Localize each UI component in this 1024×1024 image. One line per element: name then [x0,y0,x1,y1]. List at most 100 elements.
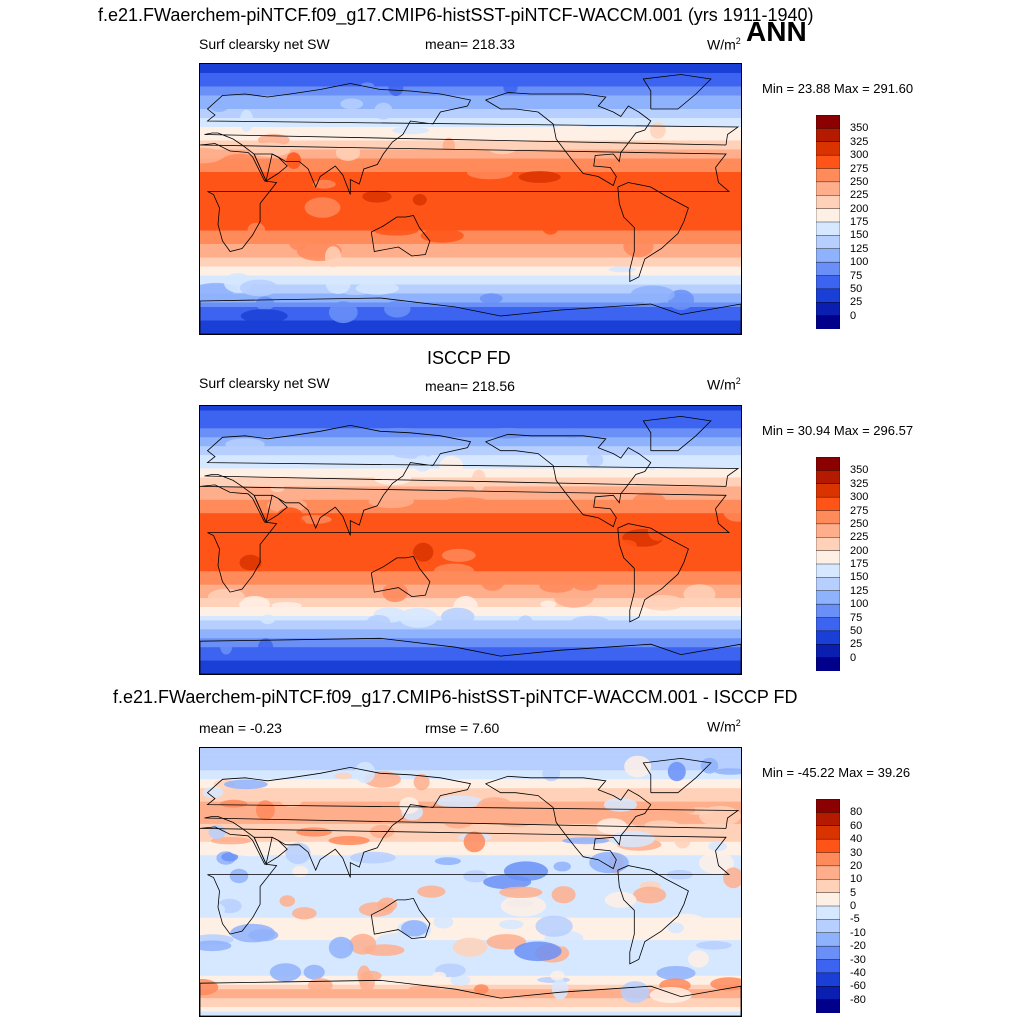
colorbar-tick-label: 200 [850,202,869,215]
field-patch [683,584,716,605]
zonal-band [200,864,741,870]
zonal-band [200,68,741,74]
field-patch [433,563,475,579]
zonal-band [200,589,741,595]
field-patch [280,792,303,807]
field-patch [571,615,609,627]
field-patch [269,963,302,982]
colorbar-tick-label: 125 [850,584,869,597]
field-patch [649,987,692,1003]
field-patch [633,886,667,904]
zonal-band [200,513,741,519]
colorbar-swatch [816,141,840,156]
field-patch [205,535,242,551]
zonal-band [200,122,741,128]
zonal-band [200,926,741,932]
field-patch [612,539,637,551]
zonal-band [200,526,741,532]
panel-2-minmax: Min = 30.94 Max = 296.57 [762,423,914,438]
zonal-band [200,633,741,639]
field-patch [503,81,518,95]
coastline [485,92,652,187]
field-patch [292,865,309,878]
field-patch [239,554,262,571]
zonal-band [200,504,741,510]
zonal-band [200,140,741,146]
field-patch [463,870,488,883]
field-patch [221,153,259,168]
zonal-band [200,437,741,443]
colorbar-tick-label: -40 [850,966,866,979]
coastline [200,979,741,1016]
field-patch [432,971,447,981]
zonal-band [200,810,741,816]
coastline [617,865,689,965]
colorbar-swatch [816,972,840,987]
zonal-band [200,149,741,155]
panel-3-units: W/m2 [707,718,741,735]
field-patch [696,941,732,950]
zonal-band [200,486,741,492]
field-patch [401,920,428,937]
field-patch [579,802,597,813]
colorbar-tick-label: -5 [850,913,860,926]
coastline [253,836,288,865]
field-patch [500,895,547,917]
zonal-band [200,154,741,160]
colorbar-tick-label: 325 [850,477,869,490]
field-patch [695,216,722,223]
zonal-band [200,642,741,648]
field-patch [479,293,503,304]
field-patch [328,835,370,846]
field-patch [239,279,279,297]
zonal-band [200,77,741,83]
colorbar-swatch [816,644,840,659]
field-patch [632,492,666,511]
field-patch [700,757,719,774]
panel-2-units: W/m2 [707,376,741,393]
zonal-band [200,262,741,268]
colorbar-tick-label: 25 [850,638,863,651]
zonal-band [200,971,741,977]
colorbar-swatch [816,590,840,605]
map-field-2 [200,406,741,674]
field-patch [399,797,419,814]
coastline [485,433,652,528]
field-patch [644,820,680,830]
zonal-band [200,239,741,245]
field-patch [575,179,618,196]
field-patch [609,830,655,848]
zonal-band [200,557,741,563]
field-patch [556,428,588,438]
zonal-band [200,656,741,662]
zonal-band [200,748,741,754]
zonal-band [200,913,741,919]
field-patch [279,895,296,907]
field-patch [303,946,328,958]
zonal-band [200,127,741,133]
zonal-band [200,890,741,896]
zonal-band [200,131,741,137]
field-patch [296,827,332,837]
coastline [642,757,712,794]
field-patch [312,179,336,189]
zonal-band [200,199,741,205]
coastline [204,766,740,878]
field-patch [667,922,684,934]
zonal-band [200,406,741,412]
field-patch [389,179,431,193]
zonal-band [200,64,741,70]
field-patch [304,197,341,218]
field-patch [408,985,440,993]
colorbar-swatch [816,195,840,210]
field-patch [325,246,342,268]
field-patch [200,902,226,918]
coastline [370,555,431,598]
colorbar-swatch [816,919,840,934]
field-patch [688,950,709,968]
coastline [642,415,712,452]
field-patch [498,919,524,930]
colorbar-swatch [816,221,840,236]
field-patch [420,228,464,243]
zonal-band [200,966,741,972]
